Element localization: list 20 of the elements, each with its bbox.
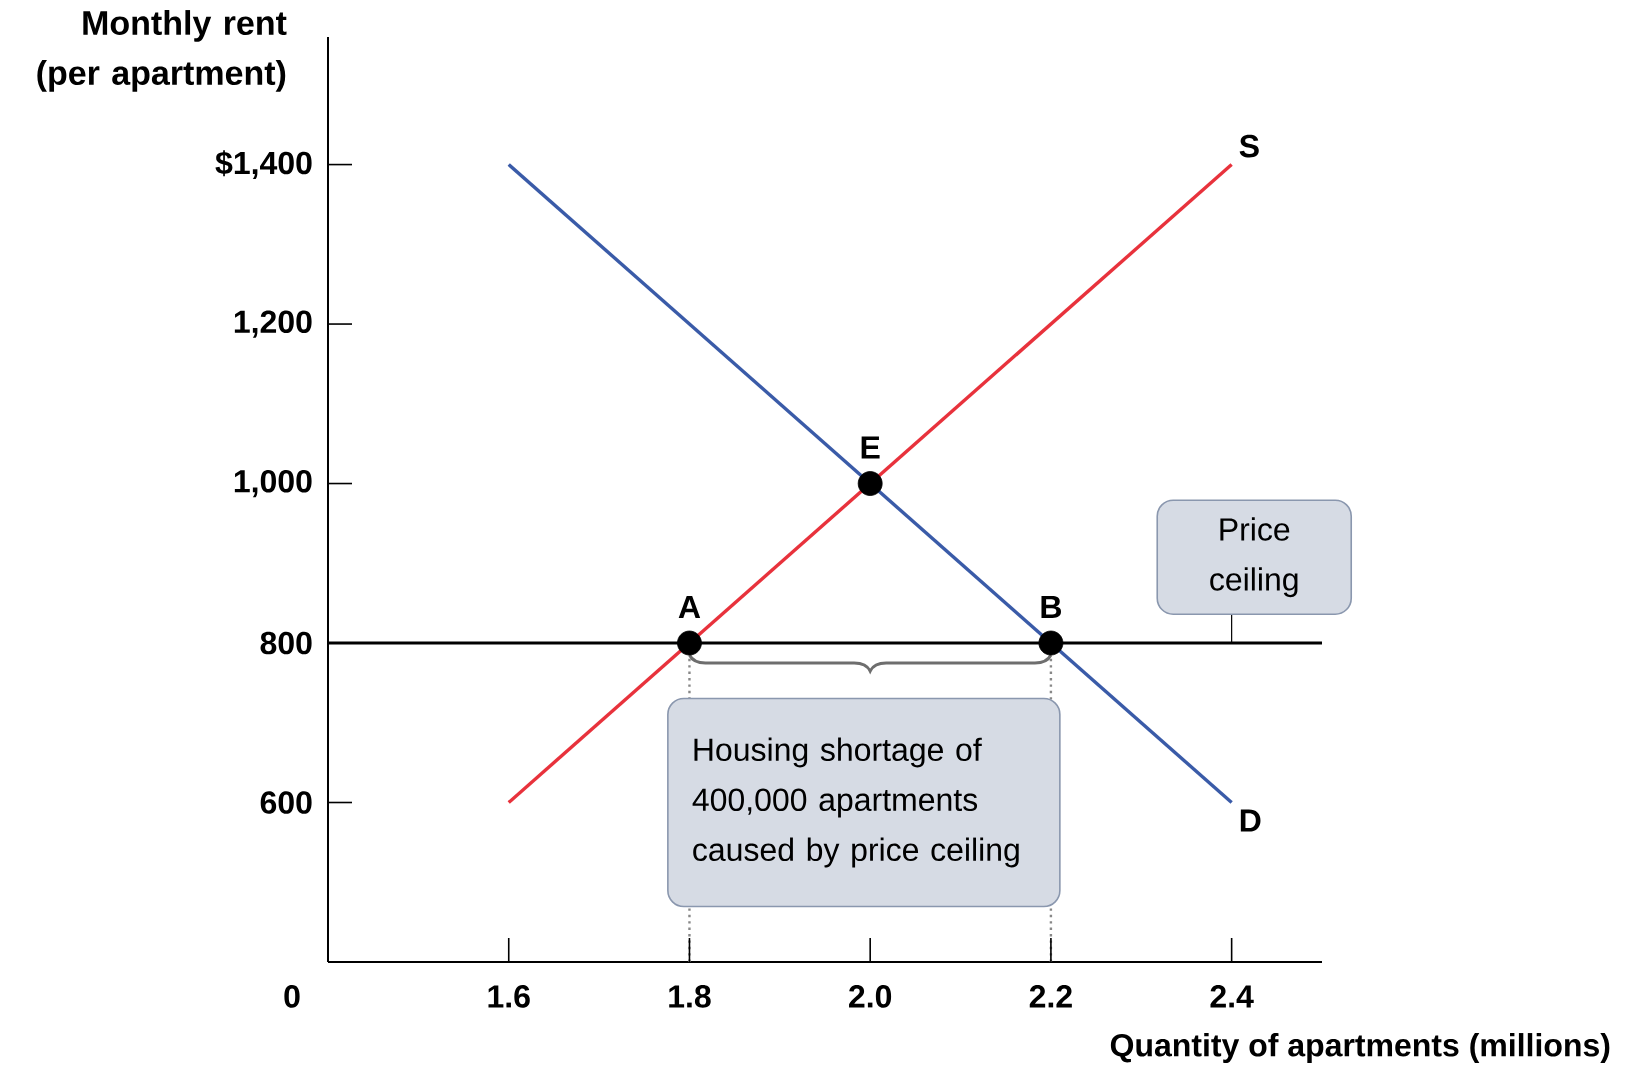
y-tick-label: 800 xyxy=(260,631,312,655)
x-tick-label: 1.6 xyxy=(488,985,530,1008)
y-tick-label: 1,000 xyxy=(234,469,312,498)
annotation: A xyxy=(678,595,701,618)
text: 0 xyxy=(284,985,300,1008)
x-tick-label: 2.2 xyxy=(1029,985,1072,1008)
x-tick-label: 2.0 xyxy=(849,985,892,1008)
annotation: B xyxy=(1041,595,1061,618)
series-label: D xyxy=(1240,809,1261,832)
x-axis-title: Quantity of apartments (millions) xyxy=(1110,1033,1610,1063)
x-tick-label: 2.4 xyxy=(1210,985,1254,1008)
annotation: Housing shortage of 400,000 apartments caused by price ceiling xyxy=(692,737,1019,868)
x-tick-label: 1.8 xyxy=(669,985,711,1008)
y-tick-label: 600 xyxy=(260,791,312,814)
y-axis-title: Monthly rent (per apartment) xyxy=(37,10,287,92)
ref-line-label: Price ceiling xyxy=(1210,517,1298,598)
annotation: E xyxy=(861,436,880,459)
y-tick-label: $1,400 xyxy=(215,150,312,179)
y-tick-label: 1,200 xyxy=(234,310,312,338)
series-label: S xyxy=(1239,134,1259,158)
